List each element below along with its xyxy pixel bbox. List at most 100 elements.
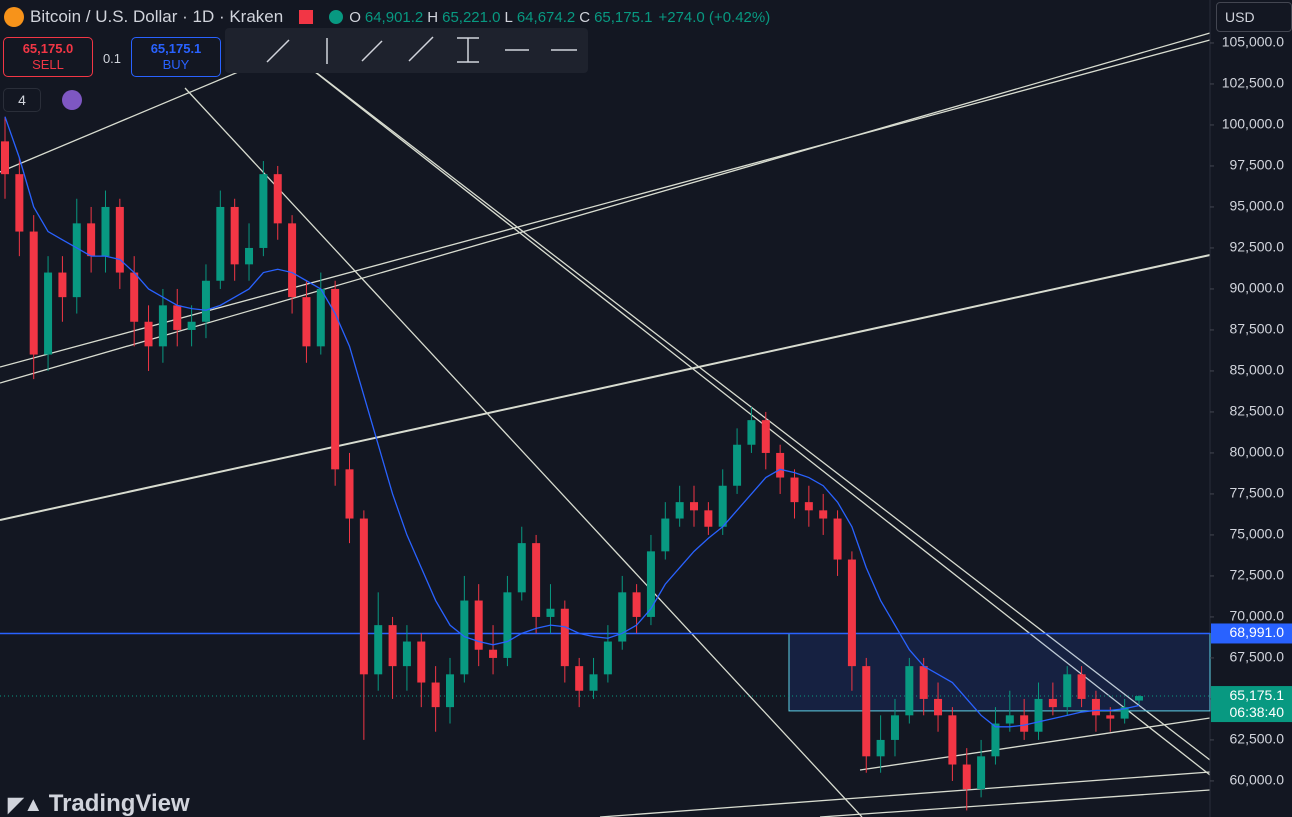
candle-body xyxy=(216,206,225,281)
watermark: ◤▲ TradingView xyxy=(8,790,190,817)
tool-arrow[interactable] xyxy=(408,36,434,62)
candle-body xyxy=(201,280,210,322)
y-tick-label: 100,000.0 xyxy=(1222,116,1284,132)
candle-body xyxy=(503,592,512,658)
trend-line xyxy=(0,32,1211,384)
candle-body xyxy=(1005,715,1014,724)
candle-body xyxy=(87,223,96,257)
candle-body xyxy=(847,559,856,667)
ohlc-key: H xyxy=(427,8,439,26)
candle-body xyxy=(603,641,612,675)
y-tick-label: 72,500.0 xyxy=(1230,567,1285,583)
symbol-title: Bitcoin / U.S. Dollar · 1D · Kraken xyxy=(30,7,284,26)
candle-body xyxy=(733,444,742,486)
drawing-toolbar xyxy=(225,28,588,73)
trend-line xyxy=(0,61,263,173)
candle-body xyxy=(44,272,53,355)
candle-body xyxy=(790,477,799,503)
candle-body xyxy=(862,666,871,757)
coin-icon xyxy=(4,7,24,27)
candle-body xyxy=(948,715,957,765)
candle-body xyxy=(704,510,713,527)
indicators-count: 4 xyxy=(18,92,26,108)
buy-button[interactable]: 65,175.1 BUY xyxy=(131,37,221,77)
candle-body xyxy=(1135,696,1143,701)
candle-body xyxy=(58,272,67,298)
ohlc-value: 65,175.1 xyxy=(594,8,653,26)
candle-body xyxy=(804,502,813,511)
y-tick-label: 90,000.0 xyxy=(1230,280,1285,296)
flag-icon[interactable] xyxy=(299,10,314,24)
candle-body xyxy=(302,297,311,347)
candle-body xyxy=(761,420,770,453)
candle-body xyxy=(331,288,340,470)
toolbar-bg xyxy=(225,28,588,73)
candle-body xyxy=(962,764,971,790)
sell-button[interactable]: 65,175.0 SELL xyxy=(3,37,93,77)
candle-body xyxy=(288,223,297,298)
candle-body xyxy=(1048,698,1057,708)
candle-body xyxy=(230,206,239,265)
candle-body xyxy=(15,174,24,232)
candle-body xyxy=(187,321,196,330)
quantity[interactable]: 0.1 xyxy=(102,51,122,66)
candle-body xyxy=(718,485,727,527)
y-tick-label: 87,500.0 xyxy=(1230,321,1285,337)
candle-body xyxy=(29,231,38,355)
trend-line xyxy=(599,771,1211,817)
current-price-tag xyxy=(1211,686,1292,723)
candle-body xyxy=(1020,715,1029,732)
candle-body xyxy=(489,649,498,658)
candle-body xyxy=(1120,707,1129,719)
candle-body xyxy=(144,321,153,347)
candle-body xyxy=(345,469,354,519)
sell-price: 65,175.0 xyxy=(22,41,74,56)
candle-body xyxy=(273,174,282,224)
candle-body xyxy=(72,223,81,298)
candle-body xyxy=(876,739,885,757)
candle-body xyxy=(1,141,9,175)
candle-body xyxy=(1063,674,1072,708)
tool-ray[interactable] xyxy=(361,40,383,62)
candle-body xyxy=(388,625,397,667)
candle-body xyxy=(905,666,914,716)
buy-price: 65,175.1 xyxy=(150,41,202,56)
candle-body xyxy=(589,674,598,691)
y-tick-label: 85,000.0 xyxy=(1230,362,1285,378)
price-tag xyxy=(1211,623,1292,644)
sync-icon[interactable] xyxy=(62,90,82,110)
currency-select[interactable]: USD xyxy=(1216,2,1292,32)
tool-range[interactable] xyxy=(457,37,479,63)
trend-line xyxy=(859,717,1211,771)
price-tag-label: 68,991.0 xyxy=(1230,624,1285,640)
candle-body xyxy=(245,247,254,265)
trend-line xyxy=(819,789,1211,817)
y-tick-label: 77,500.0 xyxy=(1230,485,1285,501)
candle-body xyxy=(776,452,785,478)
candle-body xyxy=(890,715,899,740)
indicators-toggle[interactable]: 4 xyxy=(3,88,41,112)
candle-body xyxy=(546,608,555,617)
y-tick-label: 102,500.0 xyxy=(1222,75,1284,91)
candle-body xyxy=(101,206,110,257)
trend-line xyxy=(0,254,1211,521)
y-tick-label: 75,000.0 xyxy=(1230,526,1285,542)
y-tick-label: 95,000.0 xyxy=(1230,198,1285,214)
buy-label: BUY xyxy=(162,57,190,72)
candle-body xyxy=(618,592,627,642)
candle-body xyxy=(517,543,526,593)
watermark-text: TradingView xyxy=(48,790,190,817)
candle-body xyxy=(646,551,655,617)
candle-body xyxy=(919,666,928,699)
candle-body xyxy=(747,420,756,445)
candle-body xyxy=(1077,674,1086,699)
candle-body xyxy=(158,305,167,347)
tool-trend[interactable] xyxy=(266,39,290,63)
candle-body xyxy=(402,641,411,667)
candle-body xyxy=(1034,698,1043,732)
candle-body xyxy=(690,502,699,511)
candle-body xyxy=(474,600,483,650)
candle-body xyxy=(359,518,368,675)
